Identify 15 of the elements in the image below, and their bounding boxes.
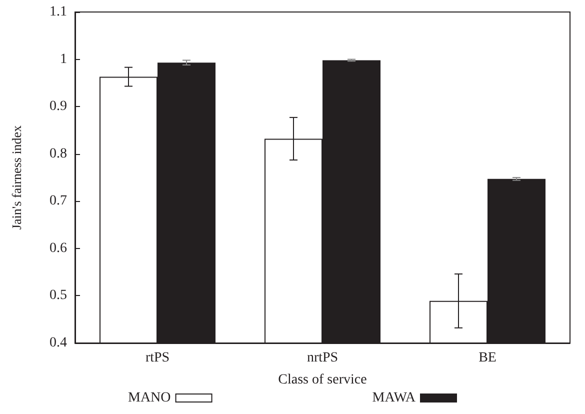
y-tick-label: 0.5 — [50, 288, 67, 304]
y-tick-label: 1 — [60, 52, 67, 67]
x-axis-title: Class of service — [278, 372, 367, 388]
y-tick-label: 1.1 — [50, 4, 67, 20]
legend-label: MAWA — [372, 390, 416, 406]
y-tick-label: 0.7 — [50, 194, 67, 209]
y-tick-label: 0.8 — [50, 146, 67, 162]
x-tick-label: BE — [478, 350, 496, 366]
y-tick-label: 0.4 — [50, 336, 67, 350]
y-tick-label: 0.9 — [50, 99, 67, 114]
x-tick-label: rtPS — [145, 350, 170, 366]
legend-label: MANO — [128, 390, 171, 406]
x-tick-label: nrtPS — [306, 350, 338, 366]
y-axis-title: Jain's fairness index — [9, 124, 24, 230]
y-tick-label: 0.6 — [50, 240, 67, 256]
